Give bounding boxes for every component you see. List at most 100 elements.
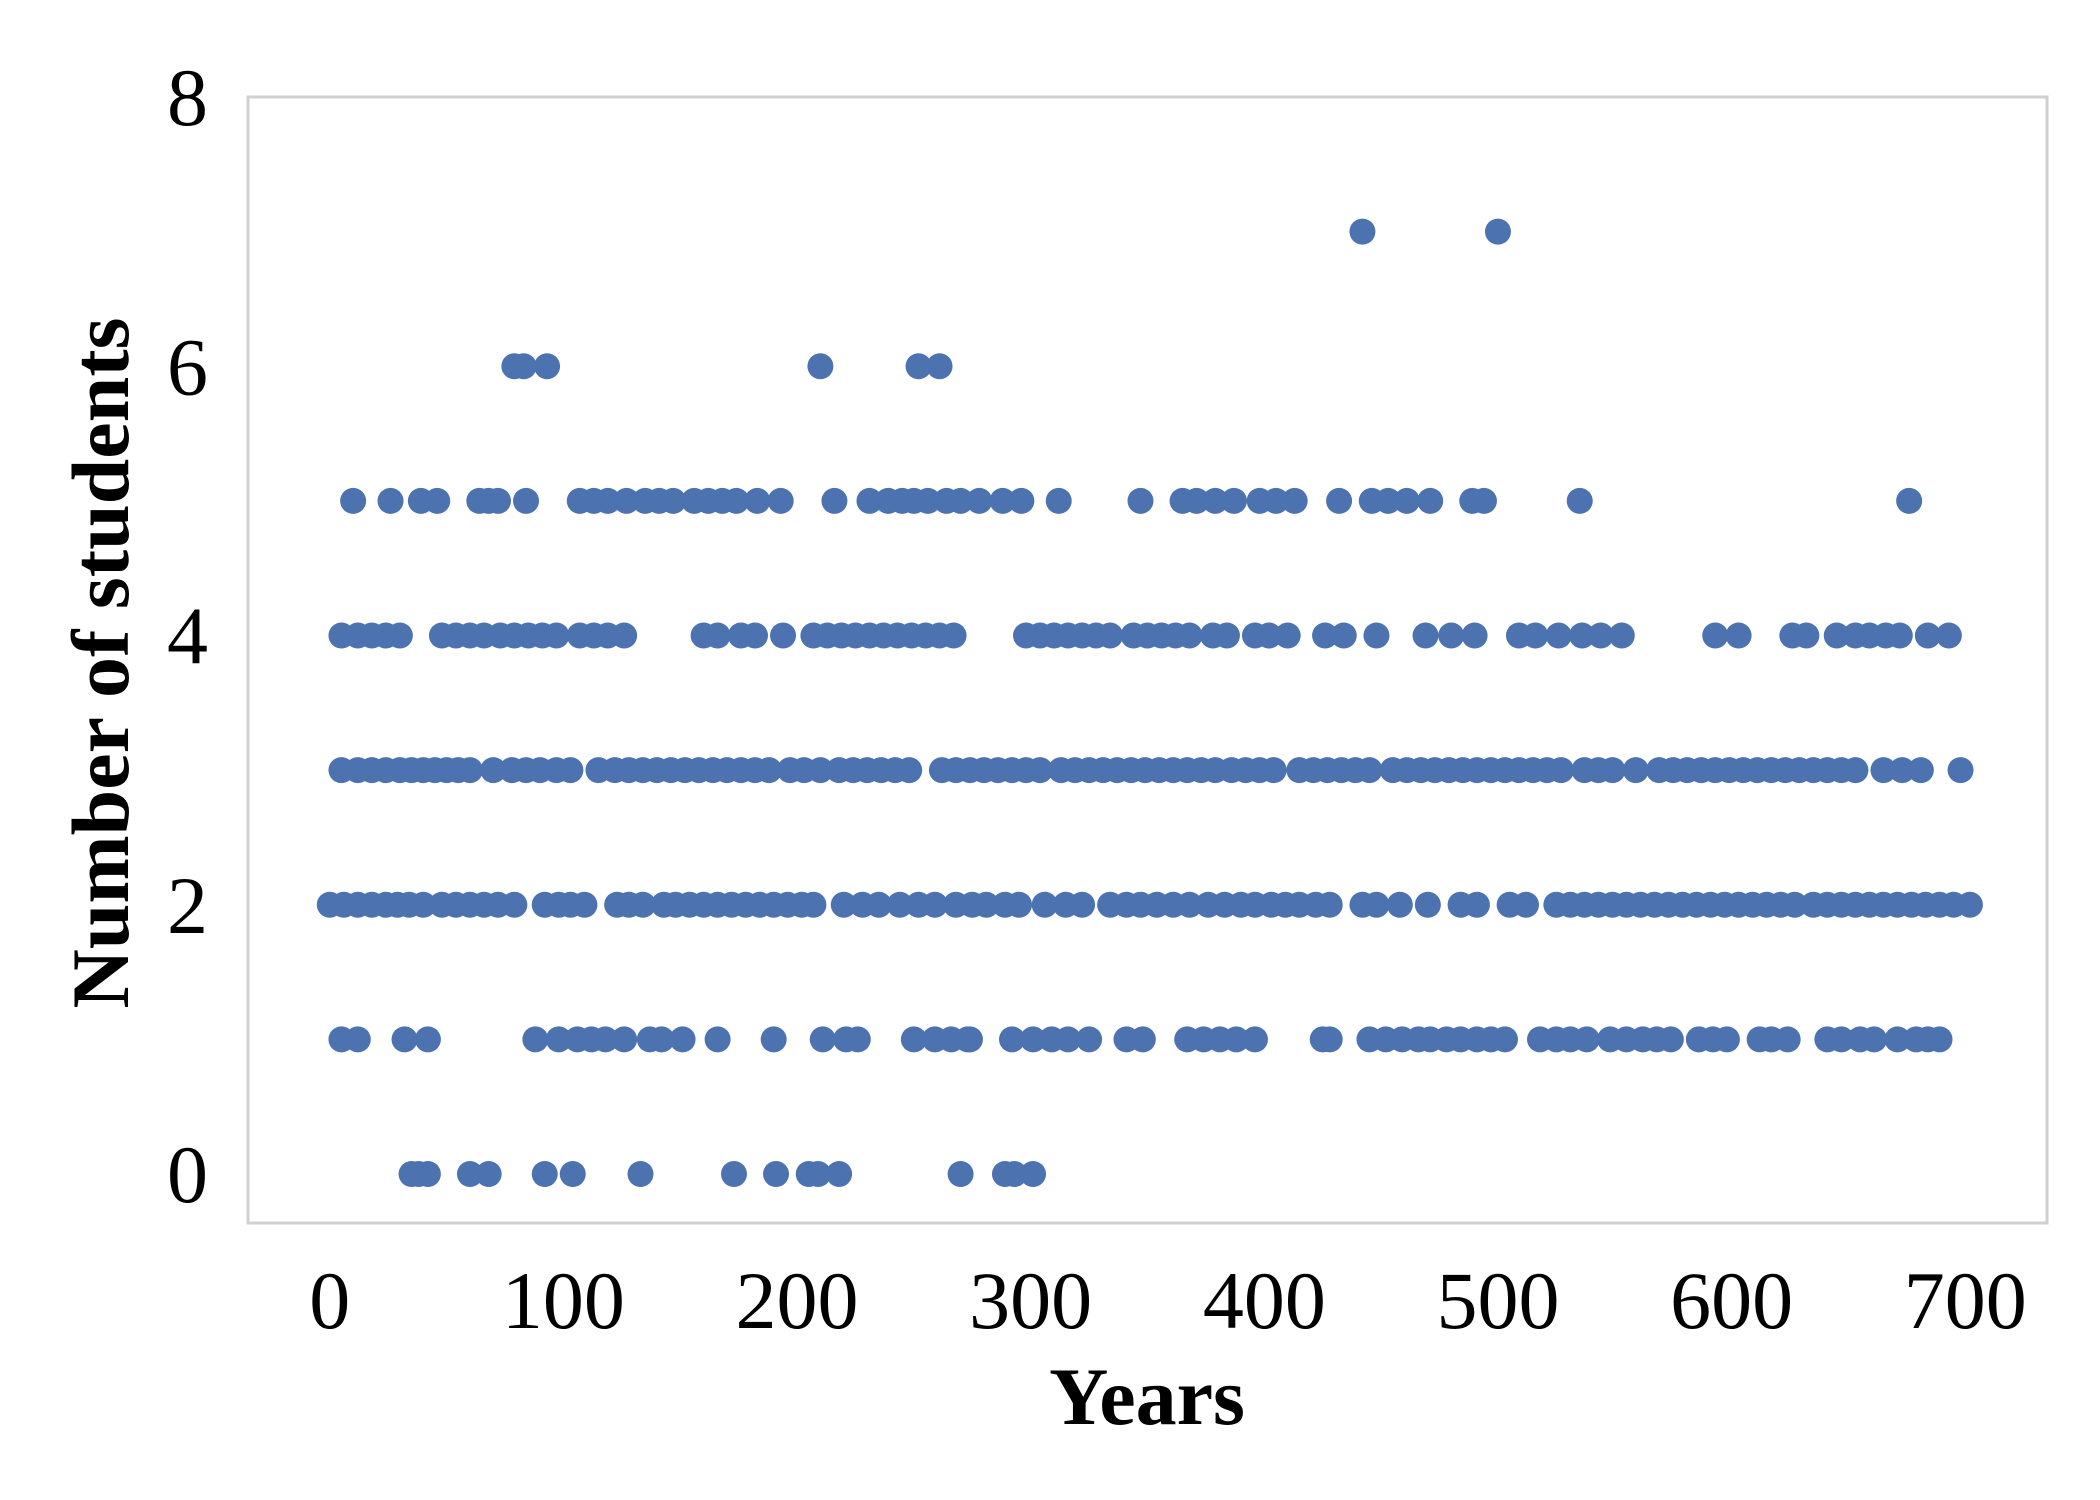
data-point	[1045, 487, 1072, 514]
x-tick-label: 700	[1904, 1255, 2027, 1346]
x-tick-label: 500	[1436, 1255, 1559, 1346]
data-point	[424, 487, 451, 514]
data-point	[926, 353, 953, 380]
data-point	[744, 487, 771, 514]
data-point	[1491, 1026, 1518, 1053]
data-point	[1281, 487, 1308, 514]
data-point	[1129, 1026, 1156, 1053]
data-point	[559, 1161, 586, 1187]
data-point	[1438, 622, 1465, 649]
data-point	[1055, 1026, 1082, 1053]
data-point	[1020, 1026, 1047, 1053]
data-point	[1608, 622, 1635, 649]
data-point	[531, 1161, 558, 1187]
data-point	[741, 622, 768, 649]
data-point	[1842, 757, 1869, 784]
x-tick-label: 600	[1670, 1255, 1793, 1346]
data-point	[809, 1026, 836, 1053]
data-point	[1956, 891, 1983, 918]
data-point	[826, 1161, 853, 1187]
data-point	[1828, 1026, 1855, 1053]
data-point	[1725, 622, 1752, 649]
data-point	[475, 1161, 502, 1187]
data-point	[1031, 891, 1058, 918]
data-point	[940, 622, 967, 649]
data-point	[594, 487, 621, 514]
data-point	[763, 1161, 790, 1187]
data-point	[1020, 1161, 1047, 1187]
data-point	[1622, 757, 1649, 784]
data-point	[1202, 487, 1229, 514]
data-point	[805, 1161, 832, 1187]
data-point	[1884, 1026, 1911, 1053]
data-point	[1886, 622, 1913, 649]
data-point	[720, 1161, 747, 1187]
data-point	[1573, 1026, 1600, 1053]
data-point	[1470, 487, 1497, 514]
data-point	[410, 891, 437, 918]
data-point	[480, 757, 507, 784]
data-point	[760, 1026, 787, 1053]
data-point	[1861, 1026, 1888, 1053]
data-point	[377, 487, 404, 514]
x-tick-label: 100	[502, 1255, 625, 1346]
data-point	[1274, 622, 1301, 649]
data-points	[316, 218, 1983, 1187]
data-point	[1896, 487, 1923, 514]
data-point	[1463, 891, 1490, 918]
data-point	[865, 891, 892, 918]
data-point	[1008, 487, 1035, 514]
data-point	[966, 487, 993, 514]
data-point	[456, 757, 483, 784]
data-point	[660, 487, 687, 514]
data-point	[900, 1026, 927, 1053]
data-point	[886, 891, 913, 918]
data-point	[807, 757, 834, 784]
data-point	[414, 1026, 441, 1053]
data-point	[1006, 891, 1032, 918]
data-point	[1326, 487, 1353, 514]
data-point	[1870, 757, 1897, 784]
data-point	[1220, 487, 1247, 514]
data-point	[611, 1026, 638, 1053]
data-point	[571, 891, 598, 918]
data-point	[1375, 487, 1402, 514]
data-point	[767, 487, 794, 514]
data-point	[1702, 622, 1729, 649]
data-point	[501, 891, 528, 918]
data-point	[1263, 487, 1289, 514]
data-point	[1657, 1026, 1684, 1053]
data-point	[629, 891, 656, 918]
data-point	[627, 1161, 654, 1187]
data-point	[613, 487, 640, 514]
data-point	[800, 891, 827, 918]
data-point	[1076, 1026, 1103, 1053]
data-point	[1176, 891, 1203, 918]
data-point	[914, 487, 941, 514]
data-point	[1926, 1026, 1953, 1053]
data-point	[557, 757, 584, 784]
data-point	[1412, 622, 1439, 649]
data-point	[592, 1026, 619, 1053]
x-tick-label: 0	[309, 1255, 350, 1346]
data-point	[1947, 757, 1974, 784]
data-point	[756, 757, 783, 784]
data-point	[386, 622, 413, 649]
data-point	[545, 1026, 572, 1053]
data-point	[1414, 891, 1441, 918]
data-point	[1889, 757, 1916, 784]
data-point	[1907, 757, 1934, 784]
data-point	[770, 622, 797, 649]
x-tick-label: 400	[1203, 1255, 1326, 1346]
data-point	[669, 1026, 696, 1053]
plot-area	[246, 95, 2049, 1225]
data-point	[1935, 622, 1962, 649]
data-point	[989, 487, 1016, 514]
data-point	[1548, 757, 1575, 784]
data-point	[391, 1026, 418, 1053]
data-point	[856, 487, 883, 514]
y-tick-label: 0	[167, 1129, 208, 1220]
data-point	[1774, 1026, 1801, 1053]
data-point	[1713, 1026, 1740, 1053]
